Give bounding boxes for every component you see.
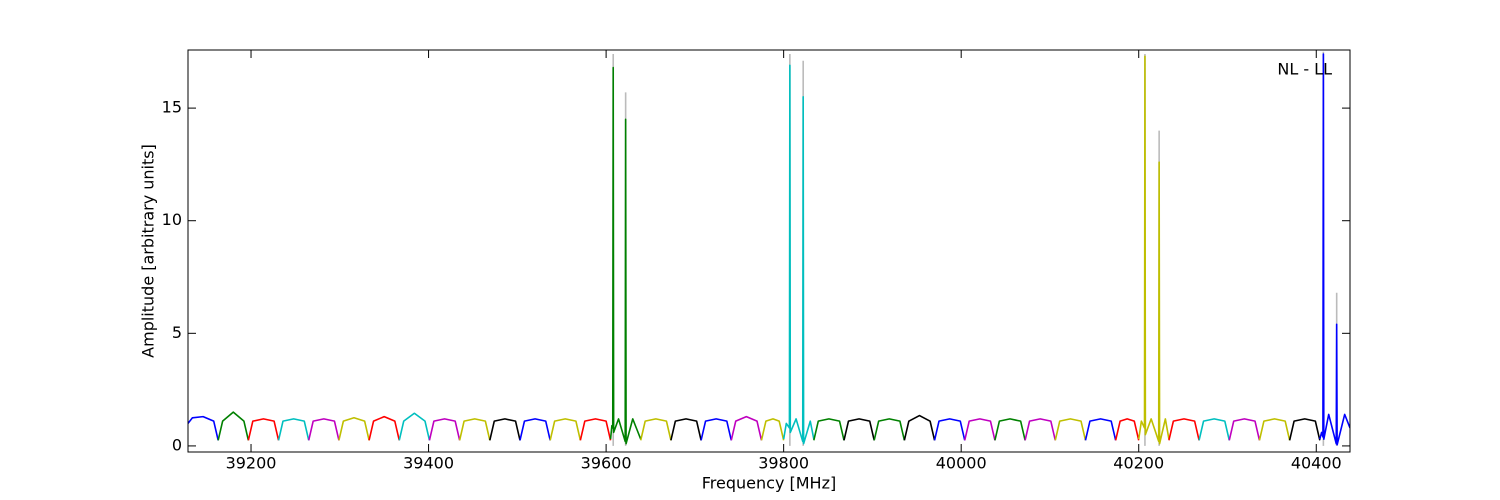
series-line [639, 418, 672, 441]
plot-lines [188, 51, 1350, 446]
series-line [843, 418, 875, 441]
series-line [782, 64, 815, 445]
y-tick-label: 10 [162, 210, 182, 229]
y-axis-label: Amplitude [arbitrary units] [139, 144, 158, 358]
series-line [1054, 418, 1087, 441]
series-line [1228, 418, 1261, 441]
series-line [398, 412, 431, 441]
x-tick-label: 40000 [936, 454, 987, 473]
series-line [579, 418, 612, 441]
series-line [1024, 418, 1057, 441]
series-line [1198, 418, 1231, 441]
series-line [933, 418, 966, 441]
series-line [994, 418, 1026, 441]
series-line [519, 418, 551, 441]
x-tick-label: 39800 [758, 454, 809, 473]
series-line [813, 418, 845, 441]
y-tick-label: 15 [162, 98, 182, 117]
series-line [1288, 418, 1321, 441]
series-line [1168, 418, 1200, 441]
series-line [1258, 418, 1291, 441]
series-line [458, 418, 491, 441]
series-line [428, 418, 461, 441]
x-tick-label: 40200 [1113, 454, 1164, 473]
series-line [1114, 418, 1140, 441]
series-line [1319, 53, 1350, 446]
series-line [903, 414, 936, 441]
series-line [1137, 55, 1170, 445]
plot-frame [187, 49, 1351, 453]
series-line [217, 411, 250, 441]
x-tick-label: 39600 [581, 454, 632, 473]
x-tick-label: 39200 [226, 454, 277, 473]
series-line [700, 418, 733, 441]
x-tick-label: 40400 [1291, 454, 1342, 473]
series-line [277, 418, 310, 441]
series-line [549, 418, 582, 441]
series-line [963, 418, 996, 441]
series-line [247, 418, 280, 441]
series-line [760, 418, 785, 441]
y-tick-label: 5 [172, 323, 182, 342]
series-line [307, 418, 340, 441]
series-line [612, 51, 1338, 446]
series-line [609, 66, 642, 445]
series-line [338, 416, 370, 441]
series-line [1084, 418, 1117, 441]
annotation: NL - LL [1277, 60, 1332, 79]
y-tick-label: 0 [172, 435, 182, 454]
series-line [873, 418, 906, 441]
series-line [670, 418, 702, 441]
x-tick-label: 39400 [403, 454, 454, 473]
series-line [188, 415, 219, 441]
series-line [730, 415, 763, 441]
x-axis-label: Frequency [MHz] [702, 474, 836, 493]
series-line [489, 418, 521, 441]
series-line [368, 415, 401, 441]
